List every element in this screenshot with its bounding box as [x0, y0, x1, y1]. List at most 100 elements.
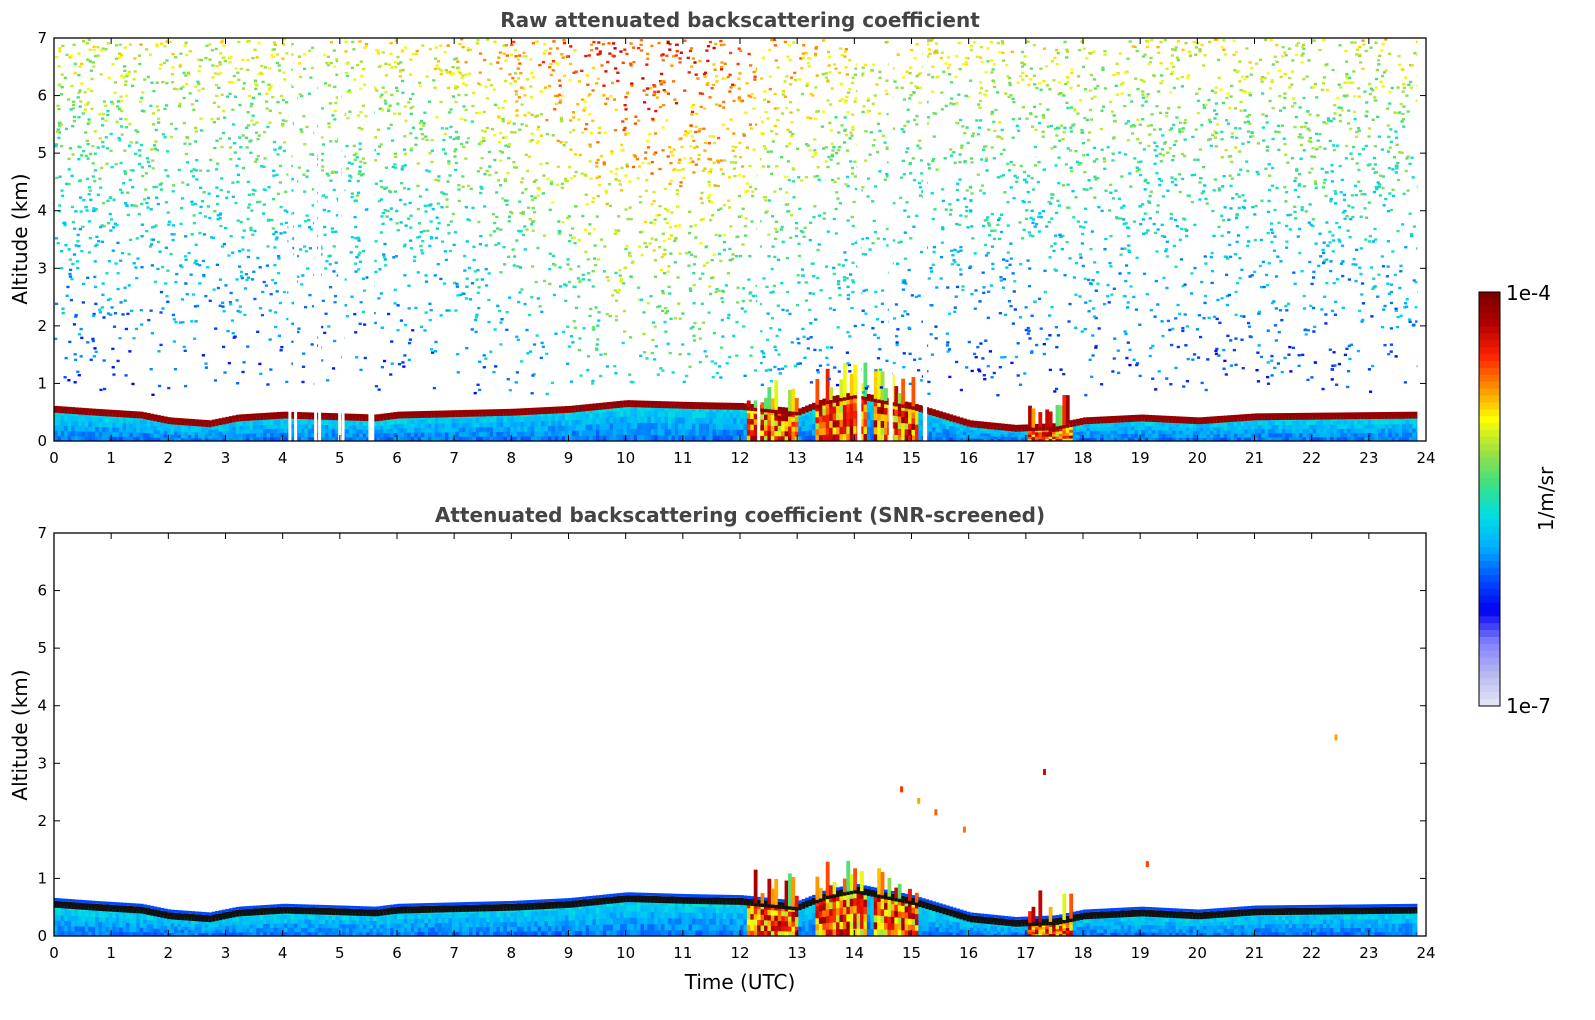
noise-speckle — [112, 373, 116, 376]
noise-speckle — [104, 48, 108, 51]
aerosol-cell — [462, 422, 466, 428]
aerosol-cell — [784, 425, 789, 432]
aerosol-cell — [184, 425, 189, 429]
noise-speckle — [447, 162, 451, 165]
noise-speckle — [918, 72, 922, 75]
aerosol-cell — [640, 428, 645, 436]
noise-speckle — [599, 374, 603, 378]
aerosol-cell — [1285, 432, 1290, 438]
aerosol-cell — [376, 437, 381, 441]
noise-speckle — [420, 249, 424, 252]
aerosol-cell — [1196, 427, 1201, 432]
boundary-layer-top — [1227, 415, 1231, 423]
aerosol-cell — [510, 421, 515, 428]
aerosol-cell — [1240, 437, 1245, 441]
noise-speckle — [221, 305, 225, 308]
aerosol-cell — [661, 410, 665, 418]
noise-speckle — [1225, 257, 1230, 260]
aerosol-cell — [764, 419, 768, 426]
aerosol-cell — [667, 422, 672, 430]
noise-speckle — [146, 75, 150, 79]
aerosol-cell — [846, 418, 851, 427]
aerosol-cell — [688, 429, 693, 436]
noise-speckle — [165, 81, 169, 85]
noise-speckle — [353, 312, 357, 316]
noise-speckle — [773, 365, 777, 369]
aerosol-cell — [671, 428, 676, 436]
boundary-layer-top — [88, 408, 93, 416]
noise-speckle — [1357, 126, 1361, 130]
aerosol-cell — [990, 433, 995, 437]
noise-speckle — [777, 353, 781, 356]
aerosol-cell — [324, 424, 329, 430]
aerosol-cell — [908, 417, 912, 424]
noise-speckle — [1326, 119, 1331, 122]
aerosol-cell — [434, 423, 439, 428]
aerosol-cell — [839, 412, 844, 420]
noise-speckle — [361, 249, 365, 253]
aerosol-cell — [290, 432, 295, 438]
aerosol-cell — [156, 426, 161, 431]
noise-speckle — [104, 119, 108, 122]
aerosol-cell — [1110, 430, 1115, 435]
boundary-layer-top — [290, 411, 295, 419]
aerosol-cell — [105, 426, 110, 433]
noise-speckle — [502, 245, 506, 249]
aerosol-cell — [1076, 425, 1080, 429]
boundary-layer-top — [331, 413, 336, 421]
aerosol-cell — [626, 428, 631, 436]
aerosol-cell — [541, 415, 545, 422]
noise-speckle — [1213, 136, 1218, 139]
noise-speckle — [695, 112, 699, 116]
aerosol-cell — [400, 436, 405, 441]
noise-speckle — [942, 70, 946, 73]
aerosol-cell — [1096, 423, 1101, 428]
boundary-layer-top — [630, 400, 635, 408]
noise-speckle — [871, 242, 875, 245]
noise-speckle — [122, 76, 126, 79]
boundary-layer-top — [1189, 416, 1194, 424]
aerosol-cell — [1347, 420, 1351, 425]
boundary-layer-top — [91, 408, 96, 416]
boundary-layer-top — [990, 422, 995, 430]
noise-speckle — [106, 298, 110, 302]
aerosol-cell — [242, 437, 247, 441]
noise-speckle — [1321, 82, 1326, 85]
aerosol-cell — [311, 432, 316, 438]
aerosol-cell — [945, 432, 950, 438]
aerosol-cell — [1251, 429, 1255, 434]
noise-speckle — [77, 158, 81, 161]
boundary-layer-top — [300, 412, 305, 420]
boundary-layer-top — [973, 420, 978, 428]
noise-speckle — [953, 310, 957, 313]
noise-speckle — [82, 282, 86, 286]
noise-speckle — [123, 170, 127, 173]
noise-speckle — [1081, 264, 1085, 268]
aerosol-cell — [1024, 436, 1029, 440]
aerosol-cell — [966, 429, 971, 433]
aerosol-cell — [980, 438, 984, 441]
boundary-layer-top — [486, 409, 491, 417]
aerosol-cell — [805, 419, 809, 426]
noise-speckle — [527, 206, 531, 209]
noise-speckle — [986, 251, 990, 255]
aerosol-cell — [246, 421, 250, 426]
aerosol-cell — [1168, 423, 1173, 428]
aerosol-cell — [1268, 432, 1273, 438]
noise-speckle — [68, 340, 72, 344]
aerosol-cell — [640, 422, 645, 430]
aerosol-cell — [150, 429, 154, 434]
noise-speckle — [1223, 53, 1227, 56]
noise-speckle — [843, 128, 847, 131]
aerosol-cell — [1357, 428, 1362, 433]
aerosol-cell — [469, 417, 473, 423]
aerosol-cell — [1391, 428, 1396, 433]
noise-speckle — [358, 40, 362, 43]
noise-speckle — [679, 51, 683, 54]
aerosol-cell — [595, 418, 600, 425]
aerosol-cell — [770, 430, 775, 437]
aerosol-cell — [228, 430, 233, 435]
noise-speckle — [1345, 215, 1349, 218]
noise-speckle — [522, 87, 526, 90]
aerosol-plume — [1058, 405, 1063, 426]
